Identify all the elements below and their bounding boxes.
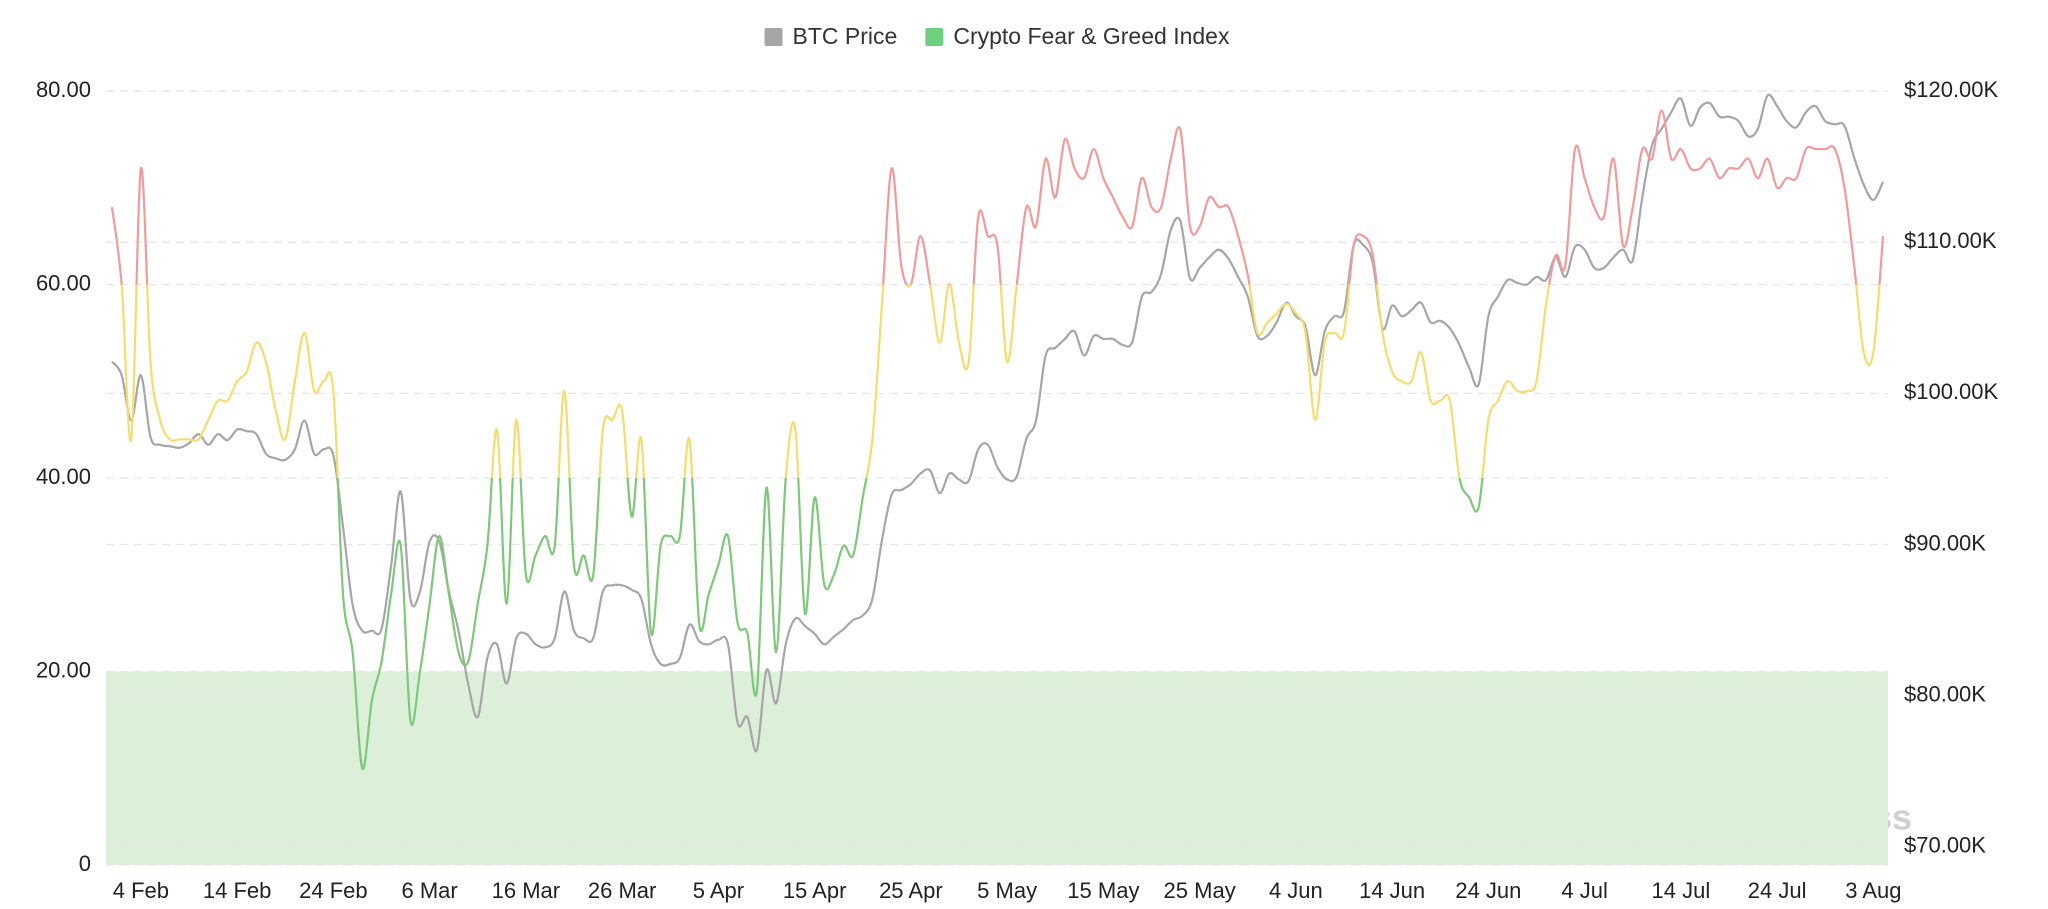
legend-swatch (925, 28, 944, 46)
x-tick-label: 5 May (977, 878, 1037, 903)
x-tick-label: 16 Mar (492, 878, 560, 903)
legend-swatch (764, 28, 783, 46)
legend: BTC Price Crypto Fear & Greed Index (764, 23, 1230, 49)
x-tick-label: 25 Apr (879, 878, 943, 903)
y-tick-label: 40.00 (36, 464, 91, 489)
x-tick-label: 26 Mar (588, 878, 656, 903)
y2-tick-label: $80.00K (1904, 682, 1986, 707)
x-tick-label: 14 Jun (1359, 878, 1425, 903)
y2-tick-label: $90.00K (1904, 530, 1986, 555)
x-tick-label: 15 Apr (783, 878, 847, 903)
x-tick-label: 4 Feb (113, 878, 169, 903)
y-tick-label: 20.00 (36, 657, 91, 682)
y2-tick-label: $70.00K (1904, 833, 1986, 858)
series-line (110, 109, 1885, 770)
y-tick-label: 80.00 (36, 77, 91, 102)
legend-label: BTC Price (793, 23, 898, 49)
shaded-band (106, 671, 1888, 865)
y-tick-label: 0 (79, 851, 91, 876)
x-tick-label: 25 May (1164, 878, 1236, 903)
x-tick-label: 15 May (1067, 878, 1139, 903)
y2-tick-label: $110.00K (1904, 228, 1997, 253)
series-line (111, 93, 1884, 753)
x-tick-label: 5 Apr (693, 878, 744, 903)
x-tick-label: 6 Mar (402, 878, 458, 903)
x-tick-label: 24 Feb (299, 878, 368, 903)
x-tick-label: 4 Jun (1269, 878, 1323, 903)
x-tick-label: 24 Jun (1455, 878, 1521, 903)
y-tick-label: 60.00 (36, 270, 91, 295)
y2-tick-label: $120.00K (1904, 77, 1999, 102)
x-tick-label: 3 Aug (1845, 878, 1901, 903)
x-tick-label: 4 Jul (1561, 878, 1607, 903)
x-tick-label: 14 Jul (1652, 878, 1711, 903)
x-tick-label: 14 Feb (203, 878, 272, 903)
y2-tick-label: $100.00K (1904, 379, 1999, 404)
x-tick-label: 24 Jul (1748, 878, 1807, 903)
legend-label: Crypto Fear & Greed Index (953, 23, 1230, 49)
